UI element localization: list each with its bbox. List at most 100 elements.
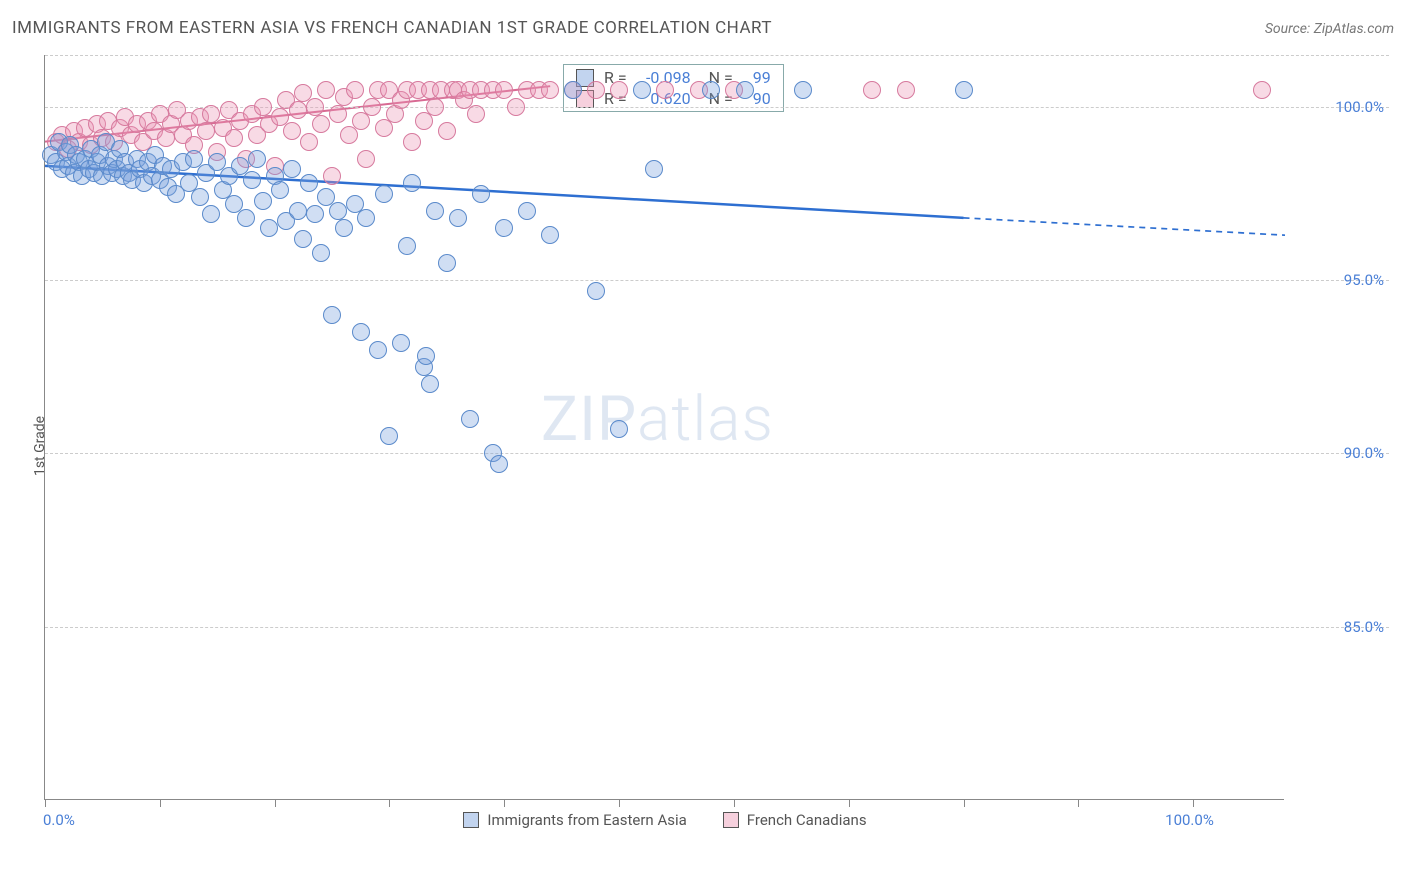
data-point-pink (656, 81, 674, 99)
source-prefix: Source: (1265, 21, 1314, 37)
x-tick (275, 799, 276, 807)
data-point-pink (438, 122, 456, 140)
data-point-pink (317, 81, 335, 99)
x-axis-max-label: 100.0% (1165, 811, 1214, 829)
legend-item-blue: Immigrants from Eastern Asia (463, 811, 686, 829)
data-point-pink (426, 98, 444, 116)
data-point-blue (335, 219, 353, 237)
data-point-blue (254, 192, 272, 210)
data-point-blue (564, 81, 582, 99)
data-point-blue (357, 209, 375, 227)
legend-label-pink: French Canadians (747, 811, 867, 829)
data-point-blue (541, 226, 559, 244)
data-point-blue (518, 202, 536, 220)
data-point-pink (197, 122, 215, 140)
data-point-pink (225, 129, 243, 147)
plot-top-border (45, 55, 1389, 56)
watermark: ZIPatlas (541, 383, 774, 456)
data-point-blue (610, 420, 628, 438)
chart-title: IMMIGRANTS FROM EASTERN ASIA VS FRENCH C… (12, 18, 772, 38)
x-tick (45, 799, 46, 807)
source-link[interactable]: ZipAtlas.com (1314, 21, 1394, 37)
legend-label-blue: Immigrants from Eastern Asia (487, 811, 686, 829)
data-point-blue (955, 81, 973, 99)
data-point-blue (369, 341, 387, 359)
data-point-pink (495, 81, 513, 99)
data-point-pink (306, 98, 324, 116)
data-point-pink (541, 81, 559, 99)
x-tick (734, 799, 735, 807)
y-tick-label: 90.0% (1294, 444, 1384, 462)
watermark-atlas: atlas (637, 383, 774, 456)
plot-area: ZIPatlas R =-0.098N =99R =0.620N =90 Imm… (44, 55, 1284, 800)
data-point-blue (398, 237, 416, 255)
x-tick (849, 799, 850, 807)
legend-swatch-pink (723, 812, 739, 828)
legend: Immigrants from Eastern Asia French Cana… (45, 811, 1285, 829)
data-point-pink (507, 98, 525, 116)
x-tick (1078, 799, 1079, 807)
data-point-pink (312, 115, 330, 133)
watermark-zip: ZIP (541, 383, 637, 456)
gridline (45, 280, 1389, 281)
data-point-blue (403, 174, 421, 192)
data-point-blue (392, 334, 410, 352)
data-point-blue (472, 185, 490, 203)
data-point-blue (306, 205, 324, 223)
data-point-pink (300, 133, 318, 151)
data-point-blue (645, 160, 663, 178)
data-point-pink (283, 122, 301, 140)
y-tick-label: 95.0% (1294, 271, 1384, 289)
data-point-blue (633, 81, 651, 99)
data-point-blue (495, 219, 513, 237)
data-point-pink (403, 133, 421, 151)
data-point-blue (375, 185, 393, 203)
data-point-blue (417, 347, 435, 365)
legend-item-pink: French Canadians (723, 811, 867, 829)
y-tick-label: 85.0% (1294, 618, 1384, 636)
data-point-pink (254, 98, 272, 116)
data-point-pink (363, 98, 381, 116)
gridline (45, 627, 1389, 628)
data-point-blue (237, 209, 255, 227)
data-point-blue (312, 244, 330, 262)
data-point-blue (300, 174, 318, 192)
data-point-pink (329, 105, 347, 123)
data-point-blue (248, 150, 266, 168)
x-axis-min-label: 0.0% (43, 811, 75, 829)
y-tick-label: 100.0% (1294, 98, 1384, 116)
data-point-blue (260, 219, 278, 237)
data-point-blue (736, 81, 754, 99)
data-point-blue (283, 160, 301, 178)
data-point-pink (346, 81, 364, 99)
data-point-pink (357, 150, 375, 168)
data-point-blue (449, 209, 467, 227)
data-point-blue (490, 455, 508, 473)
data-point-blue (587, 282, 605, 300)
x-tick (160, 799, 161, 807)
gridline (45, 453, 1389, 454)
data-point-blue (289, 202, 307, 220)
data-point-blue (702, 81, 720, 99)
data-point-pink (610, 81, 628, 99)
x-tick (504, 799, 505, 807)
x-tick (1193, 799, 1194, 807)
data-point-blue (191, 188, 209, 206)
data-point-pink (863, 81, 881, 99)
data-point-blue (352, 323, 370, 341)
data-point-blue (202, 205, 220, 223)
data-point-blue (461, 410, 479, 428)
data-point-pink (897, 81, 915, 99)
data-point-pink (323, 167, 341, 185)
data-point-blue (438, 254, 456, 272)
data-point-blue (323, 306, 341, 324)
data-point-blue (794, 81, 812, 99)
data-point-pink (289, 101, 307, 119)
x-tick (964, 799, 965, 807)
data-point-pink (467, 105, 485, 123)
data-point-pink (1253, 81, 1271, 99)
data-point-blue (294, 230, 312, 248)
data-point-blue (421, 375, 439, 393)
x-tick (389, 799, 390, 807)
data-point-blue (329, 202, 347, 220)
